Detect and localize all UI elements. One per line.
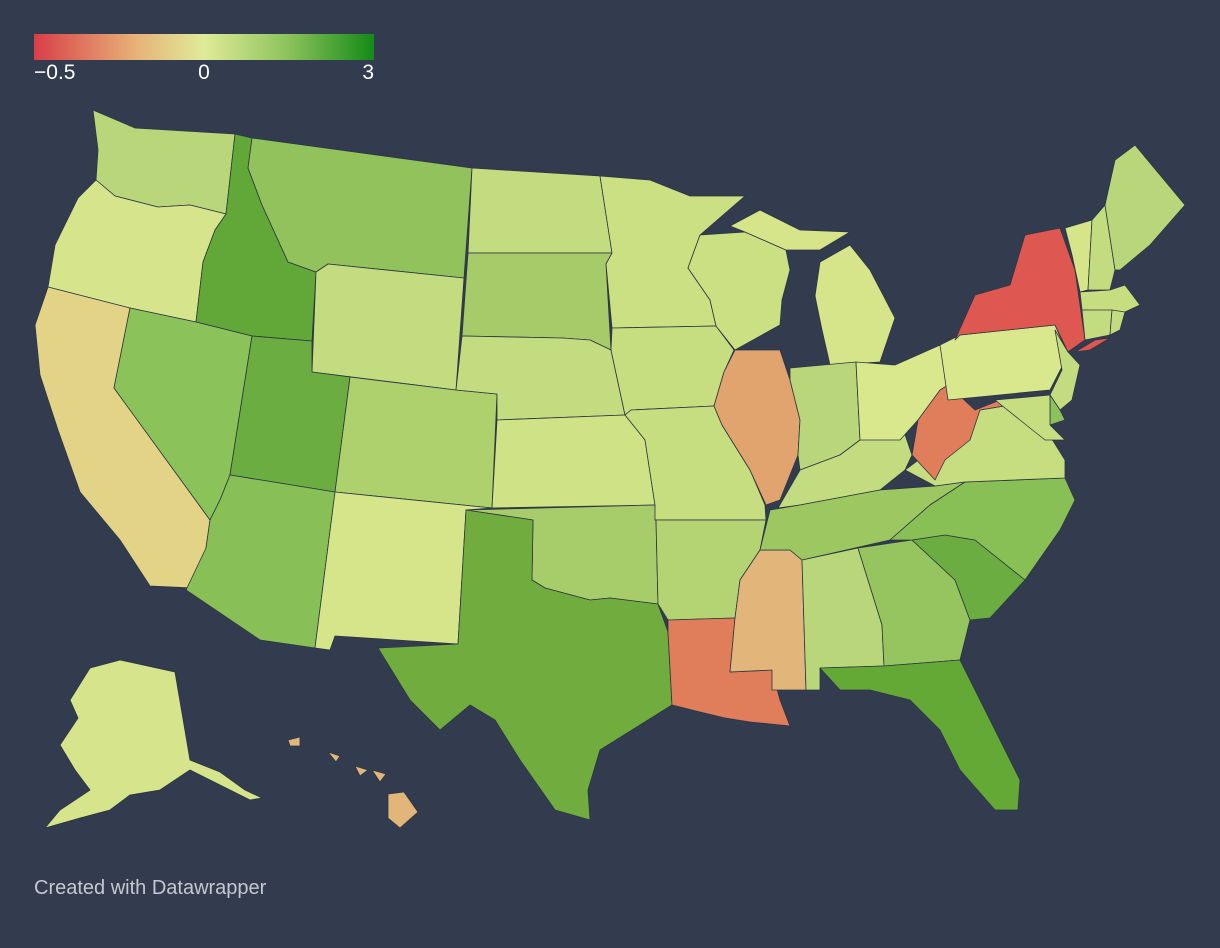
state-wi[interactable] [687,231,791,351]
state-ct[interactable] [1081,309,1113,341]
state-ks[interactable] [491,414,656,509]
state-nc[interactable] [889,477,1076,581]
legend-max-label: 3 [362,61,374,84]
state-ri[interactable] [1109,309,1126,336]
state-fl[interactable] [819,659,1021,811]
state-il[interactable] [713,349,801,506]
state-vt[interactable] [1064,219,1093,293]
state-tx[interactable] [377,509,673,821]
legend-min-label: −0.5 [34,61,76,84]
state-me[interactable] [1104,144,1186,271]
state-hi[interactable] [287,736,419,829]
legend-mid-label: 0 [198,61,210,84]
state-md[interactable] [994,394,1066,441]
state-wy[interactable] [311,263,465,391]
state-nd[interactable] [467,167,613,254]
legend-gradient-bar [34,34,374,60]
credit-text: Created with Datawrapper [34,877,267,899]
state-ak[interactable] [44,659,263,829]
state-nj[interactable] [1049,329,1081,411]
state-mi[interactable] [729,209,896,366]
color-legend: −0.5 0 3 [34,34,374,84]
state-co[interactable] [334,376,498,509]
state-nm[interactable] [314,491,493,651]
state-sd[interactable] [461,252,613,351]
